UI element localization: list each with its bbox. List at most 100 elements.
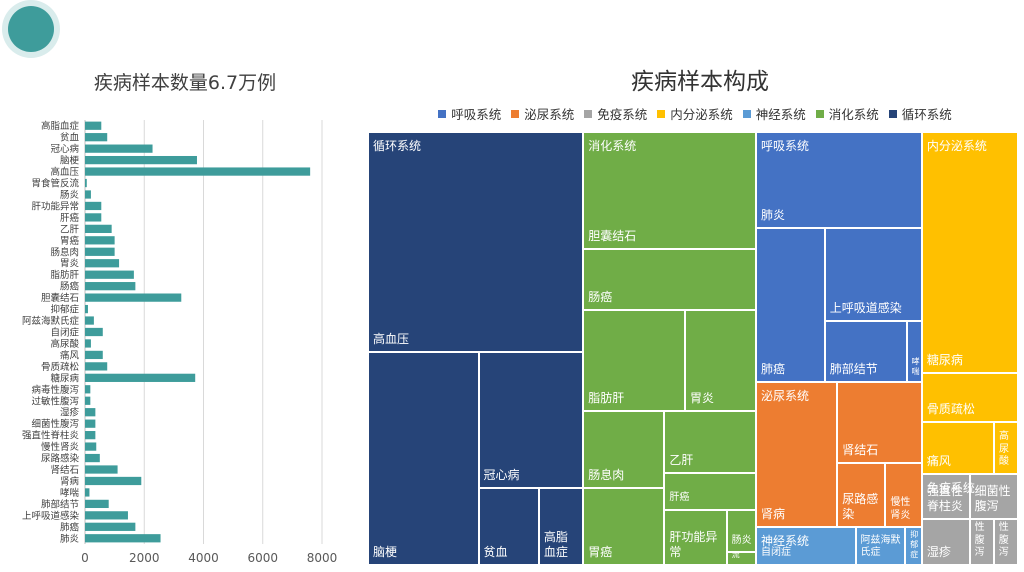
treemap-cell-label: 冠心病: [483, 467, 520, 482]
treemap-cell-label: 肠息肉: [588, 468, 625, 483]
category-label: 冠心病: [50, 143, 79, 155]
bar: [85, 236, 115, 245]
category-label: 强直性脊柱炎: [22, 430, 80, 442]
treemap-cell: 肠炎: [726, 509, 756, 553]
category-label: 肾病: [60, 475, 80, 487]
bar: [85, 133, 108, 142]
legend-label: 泌尿系统: [524, 107, 575, 122]
treemap-cell-label: 肾结石: [842, 442, 879, 457]
treemap-cell-label: 胃食管反流: [731, 552, 740, 559]
category-label: 过敏性腹泻: [31, 395, 79, 407]
bar: [85, 350, 103, 360]
category-label: 脑梗: [60, 155, 80, 167]
category-label: 脂肪肝: [50, 269, 79, 281]
category-label: 上呼吸道感染: [22, 510, 80, 522]
treemap-cell-label: 肾病: [761, 507, 786, 522]
treemap-cell-label: 高血压: [373, 331, 410, 346]
treemap-cell-label: 上呼吸道感染: [829, 300, 902, 315]
category-label: 胃食管反流: [31, 178, 79, 190]
legend-item: 泌尿系统: [511, 104, 574, 123]
category-label: 痛风: [60, 349, 80, 361]
treemap-cell: 湿疹: [921, 519, 970, 565]
legend-item: 消化系统: [815, 104, 879, 123]
bar: [85, 259, 120, 268]
treemap-title: 疾病样本构成: [631, 69, 769, 95]
category-label: 肺癌: [60, 521, 80, 533]
bar: [85, 534, 161, 543]
treemap-cell: 乙肝: [664, 411, 756, 473]
treemap-cell-label: 胃癌: [588, 544, 613, 559]
treemap-cell: 上呼吸道感染: [824, 227, 922, 321]
treemap-cell: 肺炎: [756, 132, 922, 228]
legend-label: 内分泌系统: [670, 107, 733, 122]
treemap-cell: 贫血: [478, 487, 539, 565]
category-label: 肝癌: [60, 212, 80, 224]
bar: [85, 522, 136, 531]
treemap-cell-label: 抑郁症: [910, 529, 919, 559]
bar: [85, 488, 90, 497]
treemap-cell: 胃癌: [583, 488, 665, 565]
treemap-cell-label: 糖尿病: [926, 353, 963, 368]
treemap-cell-label: 强直性脊柱炎: [926, 484, 963, 514]
treemap-cell-label: 肠炎: [731, 534, 752, 546]
treemap-cell: 慢性肾炎: [885, 462, 922, 528]
treemap-cell: 抑郁症: [905, 527, 922, 565]
bar: [85, 373, 196, 382]
treemap-cell-label: 细菌性腹泻: [974, 483, 1011, 513]
treemap-cell: 肾病: [756, 381, 838, 528]
treemap-cell: 胆囊结石: [583, 132, 756, 250]
category-label: 肾结石: [50, 464, 79, 476]
bar: [85, 247, 115, 256]
bar-chart-title: 疾病样本数量6.7万例: [93, 72, 277, 94]
category-label: 病毒性腹泻: [31, 384, 79, 396]
treemap-chart: 高血压 脑梗 冠心病 贫血 高脂血症 循环系统 胆囊结石 肠癌 脂肪肝 胃炎 肠息肉 胃癌 乙肝 肝癌 肝功…: [368, 132, 1018, 565]
bar: [85, 476, 142, 486]
treemap-cell-label: 过敏性腹泻: [974, 520, 985, 559]
bar: [85, 144, 153, 153]
treemap-cell-label: 胆囊结石: [588, 229, 637, 244]
bar: [85, 327, 103, 337]
bar: [85, 442, 97, 451]
treemap-cell-label: 肺部结节: [829, 361, 878, 376]
category-label: 贫血: [60, 132, 80, 144]
bar: [85, 408, 96, 417]
category-label: 高尿酸: [50, 338, 79, 350]
treemap-cell: 肺部结节: [824, 320, 907, 382]
treemap-group-label: 内分泌系统: [926, 139, 987, 153]
category-label: 肠息肉: [50, 246, 79, 258]
bar: [85, 178, 87, 188]
treemap-cell: 肝癌: [664, 472, 756, 510]
treemap-cell: 病毒性腹泻: [993, 518, 1018, 565]
bar: [85, 282, 136, 291]
legend-swatch: [742, 109, 751, 118]
category-label: 肺部结节: [41, 498, 79, 510]
treemap-cell-label: 慢性肾炎: [890, 497, 911, 521]
treemap-cell: 高血压: [368, 132, 584, 352]
category-label: 胆囊结石: [41, 292, 79, 304]
treemap-cell: 肺癌: [756, 227, 825, 382]
bar: [85, 431, 96, 440]
treemap-cell: 脂肪肝: [583, 310, 686, 412]
bar: [85, 190, 91, 199]
treemap-cell: 哮喘: [906, 320, 922, 382]
treemap-cell: 胃炎: [685, 310, 756, 412]
treemap-cell-label: 自闭症: [761, 547, 791, 559]
treemap-cell: 肾结石: [837, 381, 922, 463]
bar: [85, 396, 91, 405]
legend-label: 循环系统: [901, 107, 952, 122]
bar: [85, 499, 109, 509]
legend-swatch: [511, 109, 520, 118]
treemap-cell: 脑梗: [368, 351, 479, 565]
treemap-group-label: 神经系统: [761, 534, 810, 549]
treemap-cell-label: 脂肪肝: [588, 391, 625, 406]
category-label: 阿兹海默氏症: [22, 315, 80, 327]
treemap-cell: 强直性脊柱炎: [921, 473, 970, 520]
bar: [85, 385, 91, 394]
bar: [85, 293, 182, 302]
treemap-cell-label: 高脂血症: [543, 529, 568, 559]
treemap-cell-label: 痛风: [926, 453, 951, 468]
bar: [85, 316, 94, 325]
treemap-cell-label: 胃炎: [690, 391, 715, 406]
bar: [85, 270, 134, 279]
category-label: 骨质疏松: [41, 361, 80, 373]
